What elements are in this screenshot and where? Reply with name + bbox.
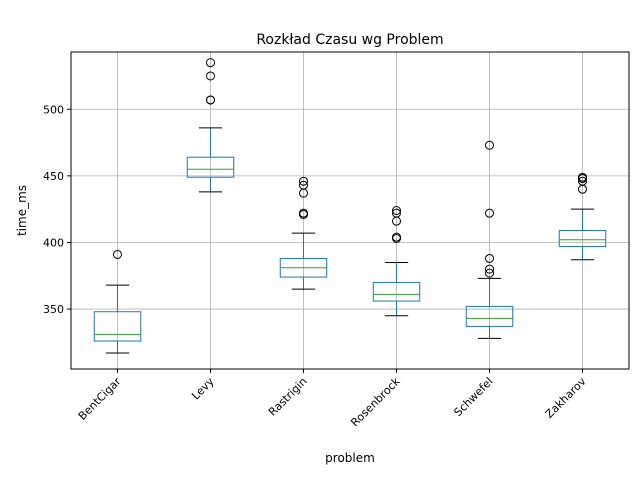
x-tick-label: Levy [189,375,217,403]
iqr-box [465,305,514,327]
outlier-point [578,172,587,182]
outlier-point [578,176,587,186]
box-group-bentcigar [93,249,142,354]
outlier-point [392,232,401,242]
outlier-point [206,71,215,81]
y-tick-label: 500 [43,103,64,116]
outlier-point [206,95,215,105]
y-tick-label: 350 [43,303,64,316]
x-tick-label: Zakharov [543,375,589,421]
outlier-point [392,206,401,215]
outlier-point [113,249,122,259]
grid-layer [71,52,629,369]
outlier-point [299,176,308,186]
outlier-point [485,268,494,278]
x-tick-label: Schwefel [451,375,495,419]
box-group-levy [186,58,235,193]
outlier-point [299,180,308,190]
chart-title: Rozkład Czasu wg Problem [256,32,443,48]
outlier-point [299,208,308,218]
outlier-point [206,58,215,68]
box-group-rastrigin [279,176,328,290]
outlier-point [485,264,494,274]
outlier-point [485,208,494,218]
box-layer [93,58,607,354]
tick-layer: 350 400 450 500 BentCigar Levy Rastrigin Rosenb… [43,103,589,429]
x-tick-label: Rastrigin [266,375,310,419]
iqr-box [186,156,235,178]
outlier-point [485,140,494,150]
iqr-box [372,281,421,302]
outlier-point [392,208,401,218]
box-group-schwefel [465,140,514,339]
iqr-box [93,311,142,342]
y-tick-label: 400 [43,236,64,249]
plot-area-frame [70,51,630,370]
y-axis-label: time_ms [15,185,29,236]
outlier-point [485,253,494,263]
x-tick-label: Rosenbrock [348,374,403,429]
x-axis-label: problem [325,451,375,465]
box-group-rosenbrock [372,206,421,317]
y-tick-label: 450 [43,170,64,183]
box-group-zakharov [558,172,607,261]
x-tick-label: BentCigar [76,375,124,423]
iqr-box [558,229,607,247]
